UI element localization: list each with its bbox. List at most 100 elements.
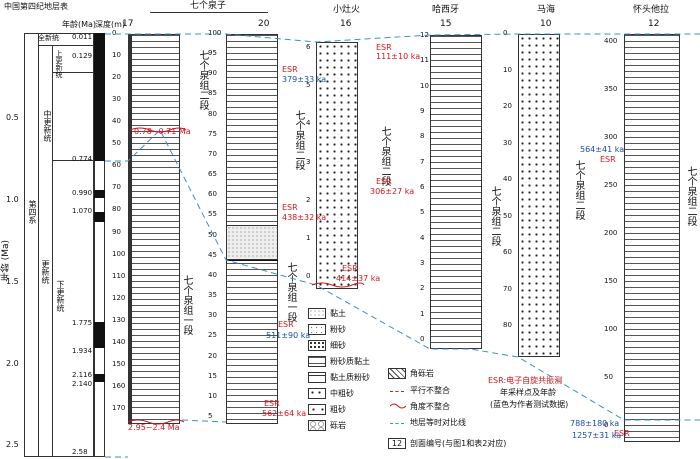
- depth-tick-16: 1: [306, 233, 311, 242]
- legend-swatch-breccia: [388, 368, 406, 379]
- formation-label: 七个泉组一段: [285, 262, 296, 322]
- depth-tick-10: 30: [503, 138, 512, 147]
- esr-age: 564±41 ka: [580, 145, 625, 154]
- section-num: 16: [340, 19, 352, 29]
- esr-label: ESR: [278, 320, 294, 329]
- age-tick: 2.5: [6, 440, 19, 449]
- depth-tick-15: 5: [420, 208, 425, 217]
- depth-tick-12: 300: [604, 133, 618, 141]
- section-17-column: [128, 34, 180, 424]
- formation-label: 七个泉组二段: [489, 186, 500, 246]
- legend-label: 黏土质粉砂: [330, 373, 370, 382]
- lower-pleist-label: 下更新统: [56, 280, 65, 312]
- depth-tick-17: 60: [112, 161, 121, 170]
- legend-label: 粗砂: [330, 405, 346, 414]
- legend-swatch-conglomerate: [308, 420, 326, 431]
- esr-label: ESR: [376, 177, 392, 186]
- age-value: 1.070: [72, 207, 93, 215]
- depth-tick-16: 0: [306, 272, 311, 280]
- legend-label: 角度不整合: [410, 402, 450, 411]
- legend-label: 平行不整合: [410, 386, 450, 395]
- age-value: 0.990: [72, 189, 93, 197]
- depth-tick-10: 20: [503, 102, 512, 110]
- legend-label: 粉砂质黏土: [330, 357, 370, 366]
- legend-label: 地层等时对比线: [410, 418, 466, 427]
- esr-age: 511±90 ka: [266, 331, 311, 340]
- section-name: 怀头他拉: [633, 5, 670, 15]
- depth-tick-15: 0: [420, 335, 425, 343]
- pleistocene-label: 更新统: [41, 260, 50, 284]
- legend-label: 细砂: [330, 341, 346, 350]
- legend-swatch-silt: [308, 324, 326, 335]
- depth-tick-20: 5: [208, 412, 213, 420]
- legend: 黏土 粉砂 细砂 粉砂质黏土 黏土质粉砂 中粗砂 粗砂 砾岩 角砾岩 平行不整合…: [304, 308, 700, 458]
- section-num: 20: [258, 19, 270, 29]
- depth-tick-17: 130: [112, 315, 126, 324]
- esr-age: 562±64 ka: [262, 409, 307, 418]
- esr-age: 1257±31 ka: [572, 431, 622, 440]
- legend-swatch-coarse-sand: [308, 404, 326, 415]
- depth-tick-17: 10: [112, 51, 121, 60]
- depth-tick-12: 150: [604, 277, 618, 285]
- age-header: 年龄(Ma): [62, 20, 97, 29]
- legend-esr-note: ESR:电子自旋共振测: [488, 376, 563, 385]
- age-tick: 1.0: [6, 195, 19, 204]
- depth-tick-10: 40: [503, 175, 512, 183]
- age-range-label: 2.95~2.4 Ma: [128, 423, 180, 432]
- age-value: 1.934: [72, 347, 93, 355]
- depth-tick-15: 8: [420, 132, 425, 141]
- depth-tick-15: 1: [420, 309, 425, 318]
- age-value: 1.775: [72, 319, 93, 327]
- depth-tick-20: 55: [208, 210, 217, 219]
- esr-age: 438±32 ka: [282, 213, 327, 222]
- depth-tick-12: 0: [604, 421, 609, 429]
- depth-tick-20: 60: [208, 190, 217, 199]
- section-name: 哈西牙: [432, 5, 460, 15]
- section-name: 小灶火: [333, 5, 361, 15]
- legend-swatch-disconformity: [390, 391, 404, 392]
- legend-esr-note: (蓝色为作者测试数据): [490, 400, 569, 409]
- depth-tick-20: 45: [208, 250, 217, 259]
- strat-table: [24, 33, 94, 457]
- depth-tick-20: 20: [208, 351, 217, 360]
- esr-label: ESR: [600, 155, 616, 164]
- age-value: 2.58: [72, 448, 88, 456]
- age-value: 0.011: [72, 33, 93, 41]
- depth-tick-16: 3: [306, 157, 311, 166]
- depth-tick-17: 100: [112, 249, 126, 258]
- legend-esr-note: 年采样点及年龄: [500, 388, 556, 397]
- legend-label: 角砾岩: [410, 369, 434, 378]
- legend-swatch-correlation: [390, 423, 404, 424]
- depth-tick-20: 70: [208, 149, 217, 158]
- depth-tick-10: 70: [503, 284, 512, 293]
- depth-tick-20: 10: [208, 391, 217, 400]
- depth-tick-17: 0: [112, 29, 117, 37]
- legend-label: 黏土: [330, 309, 346, 318]
- section-16-column: [316, 42, 358, 289]
- legend-label: 粉砂: [330, 325, 346, 334]
- esr-label: ESR: [614, 429, 630, 438]
- depth-tick-16: 4: [306, 119, 311, 128]
- esr-label: ESR: [342, 264, 358, 273]
- age-value: 2.140: [72, 380, 93, 388]
- section-num: 15: [440, 19, 452, 29]
- depth-tick-15: 6: [420, 183, 425, 191]
- depth-tick-20: 35: [208, 291, 217, 300]
- depth-tick-15: 7: [420, 157, 425, 166]
- depth-tick-20: 25: [208, 331, 217, 340]
- depth-tick-16: 2: [306, 195, 311, 204]
- depth-tick-17: 30: [112, 95, 121, 104]
- depth-tick-17: 80: [112, 205, 121, 214]
- depth-tick-15: 10: [420, 81, 429, 90]
- formation-label: 七个泉组二段: [379, 126, 390, 186]
- depth-tick-15: 2: [420, 284, 425, 293]
- depth-tick-20: 15: [208, 371, 217, 380]
- depth-tick-10: 0: [503, 29, 508, 37]
- depth-tick-17: 170: [112, 404, 126, 412]
- formation-label: 七个泉组一段: [181, 275, 192, 335]
- age-value: 0.774: [72, 155, 93, 163]
- legend-label: 砾岩: [330, 421, 346, 430]
- depth-tick-20: 80: [208, 109, 217, 118]
- esr-label: ESR: [264, 399, 280, 408]
